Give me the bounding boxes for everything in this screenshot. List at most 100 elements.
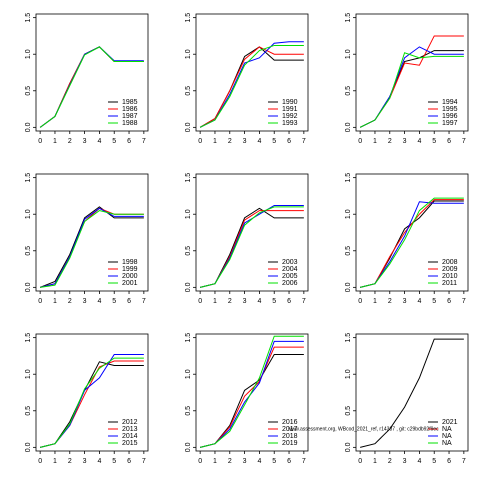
legend-label: 1986 xyxy=(122,106,138,113)
x-tick-label: 3 xyxy=(403,298,407,305)
y-tick-label: 1.0 xyxy=(345,49,352,59)
x-tick-label: 6 xyxy=(127,298,131,305)
x-tick-label: 6 xyxy=(447,138,451,145)
x-tick-label: 0 xyxy=(38,458,42,465)
series-line xyxy=(40,207,144,288)
legend-label: NA xyxy=(442,426,452,433)
legend-label: 1991 xyxy=(282,106,298,113)
x-tick-label: 3 xyxy=(83,298,87,305)
legend-label: 1988 xyxy=(122,120,138,127)
x-tick-label: 3 xyxy=(243,458,247,465)
x-tick-label: 4 xyxy=(97,138,101,145)
y-tick-label: 0.0 xyxy=(345,122,352,132)
x-tick-label: 7 xyxy=(142,138,146,145)
plot-frame xyxy=(355,13,469,132)
x-tick-label: 4 xyxy=(97,458,101,465)
x-tick-label: 0 xyxy=(358,138,362,145)
y-tick-label: 0.5 xyxy=(185,86,192,96)
plot-frame xyxy=(195,173,309,292)
x-tick-label: 4 xyxy=(417,458,421,465)
x-tick-label: 2 xyxy=(68,458,72,465)
legend-label: 2011 xyxy=(442,280,457,287)
plot-frame xyxy=(35,13,149,132)
x-tick-label: 4 xyxy=(417,138,421,145)
legend-label: 2008 xyxy=(442,259,458,266)
series-line xyxy=(360,197,464,288)
x-tick-label: 5 xyxy=(432,138,436,145)
x-tick-label: 1 xyxy=(53,138,57,145)
legend-label: 2003 xyxy=(282,259,298,266)
legend-label: 2000 xyxy=(122,273,138,280)
y-tick-label: 1.5 xyxy=(345,13,352,23)
y-tick-label: 0.0 xyxy=(185,282,192,292)
plot-frame xyxy=(355,173,469,292)
series-line xyxy=(199,44,304,128)
legend-label: 1987 xyxy=(122,113,138,120)
legend-label: 1999 xyxy=(122,266,138,273)
y-tick-label: 0.0 xyxy=(185,122,192,132)
plot-frame xyxy=(35,333,149,452)
series-line xyxy=(40,210,144,288)
x-tick-label: 5 xyxy=(272,458,276,465)
x-tick-label: 0 xyxy=(358,298,362,305)
legend-label: 2009 xyxy=(442,266,458,273)
annotation: www.assessment.org, WBcod_2021_ref, r143… xyxy=(288,426,439,432)
y-tick-label: 1.0 xyxy=(25,49,32,59)
legend-label: 2017 xyxy=(282,426,298,433)
legend-label: 2006 xyxy=(282,280,298,287)
series-line xyxy=(200,206,304,288)
x-tick-label: 6 xyxy=(127,138,131,145)
x-tick-label: 1 xyxy=(213,138,217,145)
x-tick-label: 5 xyxy=(112,298,116,305)
legend-label: 2021 xyxy=(442,419,458,426)
series-line xyxy=(39,46,144,128)
legend-label: 2014 xyxy=(122,433,138,440)
x-tick-label: 0 xyxy=(198,298,202,305)
x-tick-label: 0 xyxy=(198,458,202,465)
y-tick-label: 1.5 xyxy=(25,173,32,183)
y-tick-label: 0.5 xyxy=(185,246,192,256)
y-tick-label: 1.0 xyxy=(185,49,192,59)
legend-label: 1993 xyxy=(282,120,298,127)
legend-label: 2012 xyxy=(122,419,138,426)
x-tick-label: 2 xyxy=(388,298,392,305)
legend-label: 2019 xyxy=(282,440,298,447)
y-tick-label: 1.5 xyxy=(185,333,192,343)
x-tick-label: 6 xyxy=(287,138,291,145)
legend-label: 1992 xyxy=(282,113,298,120)
legend-label: 1990 xyxy=(282,99,298,106)
x-tick-label: 4 xyxy=(257,458,261,465)
x-tick-label: 2 xyxy=(228,298,232,305)
series-line xyxy=(359,52,464,128)
y-tick-label: 1.5 xyxy=(345,333,352,343)
y-tick-label: 0.5 xyxy=(185,406,192,416)
legend-label: 2013 xyxy=(122,426,138,433)
x-tick-label: 2 xyxy=(388,138,392,145)
x-tick-label: 7 xyxy=(462,138,466,145)
x-tick-label: 5 xyxy=(432,458,436,465)
x-tick-label: 4 xyxy=(97,298,101,305)
plot-frame xyxy=(195,333,309,452)
x-tick-label: 2 xyxy=(388,458,392,465)
y-tick-label: 0.0 xyxy=(25,442,32,452)
x-tick-label: 3 xyxy=(243,138,247,145)
y-tick-label: 0.0 xyxy=(345,282,352,292)
legend-label: 2001 xyxy=(122,280,138,287)
y-tick-label: 1.0 xyxy=(25,209,32,219)
x-tick-label: 1 xyxy=(213,298,217,305)
x-tick-label: 2 xyxy=(228,458,232,465)
x-tick-label: 6 xyxy=(287,298,291,305)
x-tick-label: 1 xyxy=(373,138,377,145)
legend-label: 2018 xyxy=(282,433,298,440)
y-tick-label: 0.0 xyxy=(25,122,32,132)
legend-label: 1996 xyxy=(442,113,458,120)
series-line xyxy=(39,206,144,288)
legend-label: 2005 xyxy=(282,273,298,280)
x-tick-label: 1 xyxy=(213,458,217,465)
x-tick-label: 7 xyxy=(462,458,466,465)
x-tick-label: 6 xyxy=(447,458,451,465)
y-tick-label: 1.0 xyxy=(25,369,32,379)
y-tick-label: 1.0 xyxy=(185,369,192,379)
x-tick-label: 6 xyxy=(127,458,131,465)
